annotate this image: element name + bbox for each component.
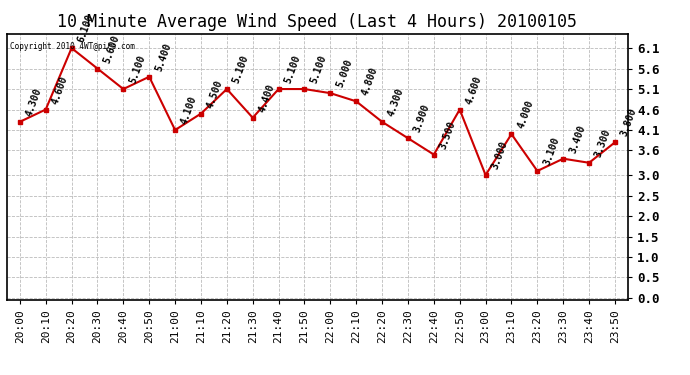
Text: 5.100: 5.100 [308, 54, 328, 85]
Text: 4.400: 4.400 [257, 82, 276, 114]
Text: 4.100: 4.100 [179, 95, 199, 126]
Text: 4.300: 4.300 [386, 87, 406, 118]
Text: 5.100: 5.100 [128, 54, 147, 85]
Text: 4.600: 4.600 [50, 74, 69, 105]
Text: 3.000: 3.000 [490, 140, 509, 171]
Text: 4.600: 4.600 [464, 74, 483, 105]
Text: 3.500: 3.500 [438, 119, 457, 150]
Text: 4.500: 4.500 [205, 78, 224, 110]
Text: 3.800: 3.800 [619, 107, 638, 138]
Text: 5.000: 5.000 [335, 58, 354, 89]
Text: 5.400: 5.400 [153, 42, 172, 73]
Text: 3.900: 3.900 [412, 103, 431, 134]
Text: 4.300: 4.300 [24, 87, 43, 118]
Title: 10 Minute Average Wind Speed (Last 4 Hours) 20100105: 10 Minute Average Wind Speed (Last 4 Hou… [57, 13, 578, 31]
Text: 3.100: 3.100 [542, 136, 561, 167]
Text: 5.100: 5.100 [231, 54, 250, 85]
Text: 6.100: 6.100 [76, 13, 95, 44]
Text: 3.400: 3.400 [567, 123, 586, 154]
Text: 4.800: 4.800 [360, 66, 380, 97]
Text: 5.600: 5.600 [101, 33, 121, 64]
Text: Copyright 2010 4WT@pics.com: Copyright 2010 4WT@pics.com [10, 42, 135, 51]
Text: 4.000: 4.000 [515, 99, 535, 130]
Text: 5.100: 5.100 [283, 54, 302, 85]
Text: 3.300: 3.300 [593, 128, 613, 159]
